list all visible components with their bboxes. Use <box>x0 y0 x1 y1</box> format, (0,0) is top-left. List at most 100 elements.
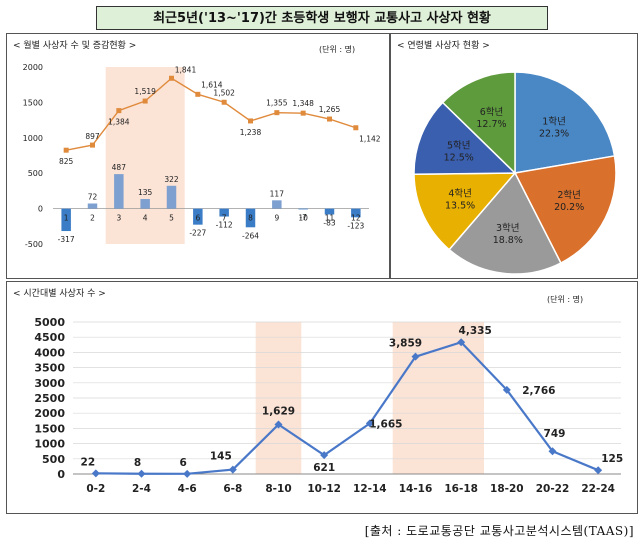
y-tick-label: 500 <box>28 169 43 178</box>
x-tick-label: 3 <box>116 214 121 223</box>
line-point <box>91 469 100 478</box>
pie-slice-value: 22.3% <box>539 129 569 140</box>
monthly-subtitle: < 월별 사상자 수 및 증감현황 > <box>13 41 137 51</box>
point-value-label: 3,859 <box>389 338 422 350</box>
bar-value-label: -264 <box>242 231 259 240</box>
highlight-band <box>105 67 185 244</box>
pie-slice <box>514 71 616 174</box>
line-value-label: 1,142 <box>359 135 381 144</box>
y-tick-label: 2500 <box>34 392 65 405</box>
point-value-label: 8 <box>134 457 141 469</box>
y-tick-label: 500 <box>42 453 65 466</box>
pie-slice-value: 12.5% <box>444 153 474 164</box>
point-value-label: 22 <box>81 456 96 468</box>
line-point <box>221 99 227 105</box>
point-value-label: 6 <box>180 457 187 469</box>
line-value-label: 1,265 <box>319 105 341 114</box>
bar-value-label: 117 <box>270 189 285 198</box>
line-value-label: 1,384 <box>108 118 130 127</box>
line-point <box>137 469 146 478</box>
line-point <box>274 110 280 116</box>
bar-value-label: -317 <box>58 235 75 244</box>
line-point <box>365 419 374 428</box>
point-value-label: 1,665 <box>369 418 402 430</box>
y-tick-label: 0 <box>38 205 43 214</box>
bar-value-label: 72 <box>88 193 98 202</box>
y-tick-label: -500 <box>25 240 43 249</box>
y-tick-label: 1500 <box>23 98 43 107</box>
x-tick-label: 12-14 <box>353 483 387 495</box>
x-tick-label: 10-12 <box>307 483 341 495</box>
point-value-label: 4,335 <box>459 325 492 337</box>
bar-value-label: 487 <box>112 163 127 172</box>
line-value-label: 825 <box>59 157 74 166</box>
line-point <box>228 465 237 474</box>
line-point <box>548 447 557 456</box>
bar <box>298 208 308 210</box>
bar <box>324 208 335 215</box>
line-value-label: 1,355 <box>266 99 288 108</box>
line-value-label: 897 <box>85 132 100 141</box>
x-tick-label: 18-20 <box>490 483 524 495</box>
x-tick-label: 11 <box>325 214 335 223</box>
x-tick-label: 1 <box>64 214 69 223</box>
bar-value-label: -123 <box>347 221 364 230</box>
bar <box>166 185 177 209</box>
line-series <box>95 340 599 475</box>
y-tick-label: 2000 <box>34 407 65 420</box>
y-tick-label: 5000 <box>34 316 65 329</box>
line-point <box>594 466 603 475</box>
x-tick-label: 8 <box>248 214 253 223</box>
bar <box>351 208 361 218</box>
x-tick-label: 4-6 <box>178 483 197 495</box>
pie-slice-label: 1학년 <box>542 117 566 128</box>
pie-slice <box>441 71 516 175</box>
line-point <box>169 75 174 81</box>
x-tick-label: 0-2 <box>86 483 105 495</box>
y-tick-label: 3500 <box>34 362 65 375</box>
y-tick-label: 1500 <box>34 422 65 435</box>
bar-value-label: -83 <box>323 218 335 227</box>
hourly-unit: (단위 : 명) <box>547 295 584 304</box>
pie-slice-label: 6학년 <box>480 107 504 118</box>
bar-value-label: 135 <box>138 188 153 197</box>
source-note: [출처 : 도로교통공단 교통사고분석시스템(TAAS)] <box>364 524 634 538</box>
y-tick-label: 4000 <box>34 346 65 359</box>
line-point <box>63 147 69 153</box>
x-tick-label: 9 <box>274 214 279 223</box>
x-tick-label: 20-22 <box>536 483 570 495</box>
point-value-label: 125 <box>601 453 623 465</box>
x-tick-label: 2-4 <box>132 483 151 495</box>
point-value-label: 1,629 <box>262 405 295 417</box>
page-title: 최근5년('13~'17)간 초등학생 보행자 교통사고 사상자 현황 <box>96 6 548 30</box>
line-point <box>300 110 306 116</box>
x-tick-label: 22-24 <box>581 483 615 495</box>
line-point <box>327 116 332 122</box>
pie-slice <box>513 155 617 265</box>
x-tick-label: 5 <box>169 214 174 223</box>
bar <box>219 208 229 217</box>
line-value-label: 1,614 <box>201 80 223 89</box>
line-point <box>502 385 511 394</box>
bar <box>245 208 256 228</box>
line-point <box>248 118 253 124</box>
x-tick-label: 10 <box>298 214 308 223</box>
point-value-label: 621 <box>313 462 335 474</box>
line-point <box>195 91 201 97</box>
x-tick-label: 7 <box>222 214 227 223</box>
bar <box>272 200 282 209</box>
bar <box>193 208 203 225</box>
hourly-subtitle: < 시간대별 사상자 수 > <box>13 289 106 299</box>
x-tick-label: 14-16 <box>399 483 433 495</box>
y-tick-label: 0 <box>57 468 65 481</box>
grade-panel: < 연령별 사상자 현황 > 1학년 22.3% 2학년 20.2% 3학년 18.8% 4… <box>390 33 638 279</box>
line-point <box>90 142 95 148</box>
monthly-chart: -5000500100015002000-31772487135322-227-… <box>23 63 381 249</box>
pie-slice-label: 3학년 <box>496 223 520 234</box>
point-value-label: 749 <box>544 428 566 440</box>
line-value-label: 1,238 <box>240 128 262 137</box>
pie-slice-value: 13.5% <box>445 201 475 212</box>
bar <box>61 208 71 232</box>
bar <box>87 203 98 209</box>
